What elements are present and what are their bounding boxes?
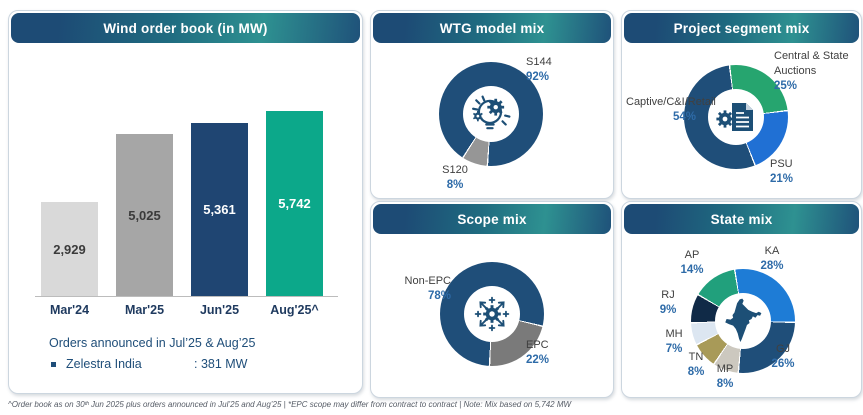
bar-mar24: 2,929 xyxy=(41,202,98,296)
gear-document-icon xyxy=(716,103,753,131)
donut-label-captive-ci-retail: Captive/C&I/Retail 54% xyxy=(626,96,716,123)
state-mix-title: State mix xyxy=(624,204,859,234)
state-mix-donut xyxy=(691,269,795,373)
donut-center xyxy=(708,89,764,145)
donut-label-epc: EPC 22% xyxy=(526,339,550,366)
gear-radiating-arrows-icon xyxy=(474,296,510,332)
donut-label-gj: GJ 26% xyxy=(771,343,795,370)
x-tick-aug25: Aug'25^ xyxy=(270,303,319,317)
project-segment-mix-panel: Project segment mix xyxy=(621,10,862,199)
donut-label-central-state-auctions: Central & State Auctions 25% xyxy=(774,50,849,92)
x-tick-mar25: Mar'25 xyxy=(124,303,165,317)
donut-label-tn: TN 8% xyxy=(687,351,705,378)
panel-title-text: Wind order book (in MW) xyxy=(103,20,268,36)
wtg-model-mix-panel: WTG model mix xyxy=(370,10,614,199)
x-tick-jun25: Jun'25 xyxy=(199,303,240,317)
bar-value-label: 5,361 xyxy=(203,202,236,217)
donut-label-psu: PSU 21% xyxy=(770,158,794,185)
bullet-square-icon xyxy=(51,361,56,367)
orders-announced-heading: Orders announced in Jul’25 & Aug’25 xyxy=(49,336,256,350)
donut-label-mh: MH 7% xyxy=(665,328,683,355)
x-tick-mar24: Mar'24 xyxy=(49,303,90,317)
bar-value-label: 5,742 xyxy=(278,196,311,211)
state-mix-panel: State mix AP 14% KA 28% RJ 9% MH 7% TN xyxy=(621,201,862,398)
donut-label-s120: S120 8% xyxy=(442,164,468,191)
wind-order-book-title: Wind order book (in MW) xyxy=(11,13,360,43)
wind-order-book-panel: Wind order book (in MW) 2,929 5,025 5,36… xyxy=(8,10,363,394)
panel-title-text: Project segment mix xyxy=(673,20,810,36)
innovation-bulb-gear-icon xyxy=(472,95,511,130)
bar-aug25: 5,742 xyxy=(266,111,323,296)
orders-announced-item: Zelestra India : 381 MW xyxy=(51,357,248,371)
donut-label-ap: AP 14% xyxy=(680,249,704,276)
project-segment-mix-title: Project segment mix xyxy=(624,13,859,43)
footnote: ^Order book as on 30ᵗʰ Jun 2025 plus ord… xyxy=(8,400,572,409)
india-map-icon xyxy=(725,298,762,343)
bar-jun25: 5,361 xyxy=(191,123,248,296)
donut-center xyxy=(715,293,771,349)
donut-label-s144: S144 92% xyxy=(526,56,552,83)
donut-center xyxy=(463,86,519,142)
donut-center xyxy=(464,286,520,342)
project-segment-mix-donut xyxy=(684,65,788,169)
donut-label-mp: MP 8% xyxy=(716,363,734,390)
donut-label-non-epc: Non-EPC 78% xyxy=(404,275,451,302)
orders-item-value: : 381 MW xyxy=(194,357,248,371)
bar-mar25: 5,025 xyxy=(116,134,173,296)
x-axis-line xyxy=(35,296,338,297)
panel-title-text: WTG model mix xyxy=(439,20,545,36)
panel-title-text: State mix xyxy=(710,211,773,227)
bar-value-label: 5,025 xyxy=(128,207,161,223)
scope-mix-panel: Scope mix xyxy=(370,201,614,398)
orders-item-name: Zelestra India xyxy=(66,357,142,371)
wtg-model-mix-donut xyxy=(439,62,543,166)
scope-mix-title: Scope mix xyxy=(373,204,611,234)
wtg-model-mix-title: WTG model mix xyxy=(373,13,611,43)
donut-label-rj: RJ 9% xyxy=(659,289,677,316)
scope-mix-donut xyxy=(440,262,544,366)
panel-title-text: Scope mix xyxy=(457,211,527,227)
donut-label-ka: KA 28% xyxy=(760,245,784,272)
bar-value-label: 2,929 xyxy=(53,241,86,257)
